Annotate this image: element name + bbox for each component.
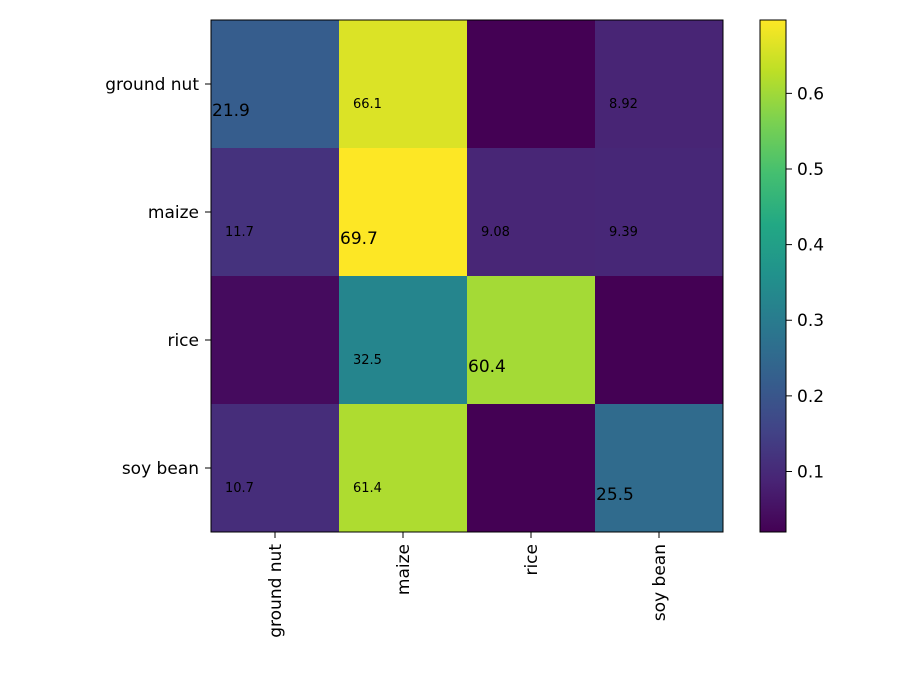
heatmap-cell <box>595 148 724 277</box>
x-tick-label: rice <box>522 544 542 576</box>
x-tick-label: ground nut <box>266 544 286 638</box>
x-tick-label: soy bean <box>650 544 670 621</box>
heatmap-cell <box>339 404 468 533</box>
cell-value-label: 9.39 <box>609 225 638 240</box>
heatmap-cell <box>467 20 596 149</box>
colorbar: 0.1 0.2 0.3 0.4 0.5 0.6 <box>759 19 824 533</box>
heatmap-cell <box>595 404 724 533</box>
colorbar-tick-label: 0.2 <box>797 387 824 407</box>
y-tick-label: soy bean <box>122 459 199 479</box>
cell-value-label: 8.92 <box>609 97 638 112</box>
colorbar-ticks: 0.1 0.2 0.3 0.4 0.5 0.6 <box>786 84 824 482</box>
heatmap-cell-labels: 21.9 66.1 8.92 11.7 69.7 9.08 9.39 32.5 60.4 10.7… <box>212 97 638 505</box>
cell-value-label: 66.1 <box>353 97 382 112</box>
heatmap-cells <box>211 20 724 533</box>
heatmap-cell <box>467 404 596 533</box>
cell-value-label: 60.4 <box>468 357 506 377</box>
heatmap-cell <box>595 20 724 149</box>
plot-frame <box>210 19 724 533</box>
heatmap-cell <box>595 276 724 405</box>
x-axis: ground nut maize rice soy bean <box>266 532 670 638</box>
heatmap-cell <box>211 148 340 277</box>
cell-value-label: 21.9 <box>212 101 250 121</box>
y-tick-label: rice <box>167 331 199 351</box>
heatmap-cell <box>339 20 468 149</box>
y-tick-label: ground nut <box>105 75 199 95</box>
cell-value-label: 9.08 <box>481 225 510 240</box>
cell-value-label: 10.7 <box>225 481 254 496</box>
cell-value-label: 32.5 <box>353 353 382 368</box>
colorbar-tick-label: 0.6 <box>797 84 824 104</box>
heatmap-cell <box>211 276 340 405</box>
y-tick-label: maize <box>148 203 199 223</box>
heatmap-cell <box>339 276 468 405</box>
heatmap-cell <box>211 404 340 533</box>
cell-value-label: 61.4 <box>353 481 382 496</box>
cell-value-label: 69.7 <box>340 229 378 249</box>
colorbar-gradient <box>760 20 786 532</box>
cell-value-label: 25.5 <box>596 485 634 505</box>
colorbar-tick-label: 0.1 <box>797 462 824 482</box>
colorbar-frame <box>759 19 787 533</box>
heatmap-cell <box>467 148 596 277</box>
heatmap-cell <box>467 276 596 405</box>
x-tick-label: maize <box>394 544 414 595</box>
y-axis: ground nut maize rice soy bean <box>105 75 211 479</box>
heatmap-cell <box>211 20 340 149</box>
heatmap-cell <box>339 148 468 277</box>
colorbar-tick-label: 0.3 <box>797 311 824 331</box>
colorbar-tick-label: 0.5 <box>797 160 824 180</box>
colorbar-tick-label: 0.4 <box>797 236 824 256</box>
cell-value-label: 11.7 <box>225 225 254 240</box>
